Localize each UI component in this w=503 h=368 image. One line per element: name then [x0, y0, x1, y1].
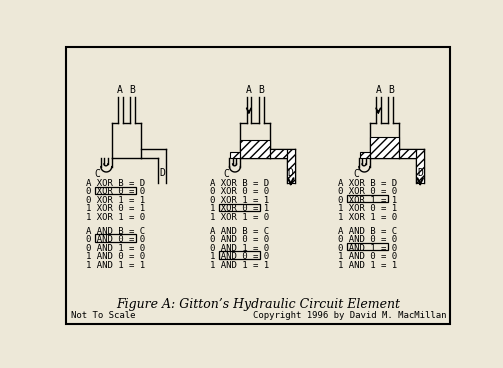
- Text: 0 AND 0 = 0: 0 AND 0 = 0: [86, 235, 145, 244]
- Bar: [270, 149, 287, 158]
- Bar: [287, 149, 295, 183]
- Bar: [399, 149, 416, 158]
- Text: 1 AND 0 = 0: 1 AND 0 = 0: [338, 252, 397, 261]
- Text: 1 XOR 1 = 0: 1 XOR 1 = 0: [86, 213, 145, 222]
- Text: A: A: [375, 85, 381, 95]
- Bar: [230, 152, 240, 158]
- Text: C: C: [223, 169, 229, 179]
- Text: 1 XOR 1 = 0: 1 XOR 1 = 0: [338, 213, 397, 222]
- Bar: [370, 137, 399, 158]
- Text: 0 XOR 0 = 0: 0 XOR 0 = 0: [338, 187, 397, 197]
- Text: 0 XOR 1 = 1: 0 XOR 1 = 1: [338, 196, 397, 205]
- Text: A AND B = C: A AND B = C: [86, 227, 145, 236]
- Bar: [360, 152, 370, 158]
- Text: A AND B = C: A AND B = C: [338, 227, 397, 236]
- Text: C: C: [353, 169, 359, 179]
- Text: Figure A: Gitton’s Hydraulic Circuit Element: Figure A: Gitton’s Hydraulic Circuit Ele…: [116, 298, 400, 311]
- Text: 0 XOR 0 = 0: 0 XOR 0 = 0: [210, 187, 269, 197]
- Bar: [399, 149, 416, 158]
- Text: 0 XOR 0 = 0: 0 XOR 0 = 0: [86, 187, 145, 197]
- Bar: [96, 234, 136, 242]
- Text: Not To Scale: Not To Scale: [70, 311, 135, 320]
- Text: D: D: [288, 168, 294, 178]
- Text: 1 XOR 1 = 0: 1 XOR 1 = 0: [210, 213, 269, 222]
- Text: 1 AND 1 = 1: 1 AND 1 = 1: [338, 261, 397, 269]
- Text: 0 AND 1 = 0: 0 AND 1 = 0: [338, 244, 397, 252]
- Text: 1 AND 1 = 1: 1 AND 1 = 1: [86, 261, 145, 269]
- Text: A XOR B = D: A XOR B = D: [338, 179, 397, 188]
- Bar: [347, 195, 388, 202]
- Text: 1 XOR 0 = 1: 1 XOR 0 = 1: [86, 204, 145, 213]
- Text: 1 AND 0 = 0: 1 AND 0 = 0: [86, 252, 145, 261]
- Text: A AND B = C: A AND B = C: [210, 227, 269, 236]
- Bar: [240, 140, 270, 158]
- Text: 0 AND 0 = 0: 0 AND 0 = 0: [338, 235, 397, 244]
- Text: 1 XOR 0 = 1: 1 XOR 0 = 1: [338, 204, 397, 213]
- Text: 0 AND 0 = 0: 0 AND 0 = 0: [210, 235, 269, 244]
- Text: 0 AND 1 = 0: 0 AND 1 = 0: [210, 244, 269, 252]
- Text: 1 AND 1 = 1: 1 AND 1 = 1: [210, 261, 269, 269]
- Text: Copyright 1996 by David M. MacMillan: Copyright 1996 by David M. MacMillan: [253, 311, 447, 320]
- Bar: [219, 204, 260, 211]
- Text: A: A: [117, 85, 123, 95]
- Text: 1 AND 0 = 0: 1 AND 0 = 0: [210, 252, 269, 261]
- Bar: [240, 140, 270, 158]
- Bar: [370, 137, 399, 158]
- Bar: [416, 149, 424, 183]
- Bar: [360, 152, 370, 158]
- Text: 0 AND 1 = 0: 0 AND 1 = 0: [86, 244, 145, 252]
- Text: 0 XOR 1 = 1: 0 XOR 1 = 1: [86, 196, 145, 205]
- Bar: [96, 187, 136, 194]
- Text: 1 XOR 0 = 1: 1 XOR 0 = 1: [210, 204, 269, 213]
- Bar: [230, 152, 240, 158]
- Text: B: B: [388, 85, 394, 95]
- Text: A XOR B = D: A XOR B = D: [86, 179, 145, 188]
- Text: C: C: [95, 169, 101, 179]
- Text: D: D: [417, 168, 423, 178]
- Text: 0 XOR 1 = 1: 0 XOR 1 = 1: [210, 196, 269, 205]
- Bar: [219, 251, 260, 259]
- Text: A: A: [246, 85, 252, 95]
- Bar: [287, 149, 295, 183]
- Bar: [347, 243, 388, 250]
- Text: A XOR B = D: A XOR B = D: [210, 179, 269, 188]
- Text: B: B: [130, 85, 136, 95]
- Text: D: D: [159, 168, 165, 178]
- Text: B: B: [259, 85, 264, 95]
- Bar: [270, 149, 287, 158]
- Bar: [416, 149, 424, 183]
